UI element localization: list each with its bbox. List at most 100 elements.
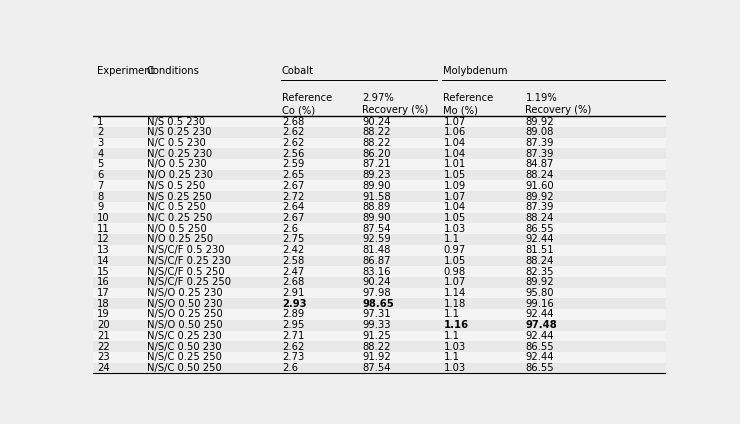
Text: N/S/O 0.25 230: N/S/O 0.25 230 — [147, 288, 223, 298]
Text: 2.89: 2.89 — [282, 310, 304, 320]
Text: 1.03: 1.03 — [443, 224, 465, 234]
Text: 1.05: 1.05 — [443, 256, 465, 266]
Text: 2.91: 2.91 — [282, 288, 304, 298]
Text: N/S/C/F 0.25 250: N/S/C/F 0.25 250 — [147, 277, 231, 287]
Text: 2: 2 — [97, 127, 104, 137]
Text: 2.56: 2.56 — [282, 149, 304, 159]
Text: Molybdenum: Molybdenum — [443, 66, 508, 75]
Text: 92.59: 92.59 — [362, 234, 391, 245]
Text: 1.04: 1.04 — [443, 149, 465, 159]
Text: N/S/C 0.50 230: N/S/C 0.50 230 — [147, 342, 221, 351]
Text: 88.22: 88.22 — [362, 138, 391, 148]
Text: 2.65: 2.65 — [282, 170, 304, 180]
Text: 89.08: 89.08 — [525, 127, 554, 137]
Text: 1.19%
Recovery (%): 1.19% Recovery (%) — [525, 93, 592, 115]
Text: 2.97%
Recovery (%): 2.97% Recovery (%) — [362, 93, 428, 115]
Text: 0.98: 0.98 — [443, 267, 465, 276]
Text: 92.44: 92.44 — [525, 331, 554, 341]
Text: 97.48: 97.48 — [525, 320, 557, 330]
Text: 92.44: 92.44 — [525, 234, 554, 245]
Text: 2.6: 2.6 — [282, 363, 297, 373]
Text: 1.07: 1.07 — [443, 277, 465, 287]
Text: N/O 0.5 230: N/O 0.5 230 — [147, 159, 206, 170]
Text: 84.87: 84.87 — [525, 159, 554, 170]
Text: 22: 22 — [97, 342, 110, 351]
Text: 2.95: 2.95 — [282, 320, 304, 330]
Text: 19: 19 — [97, 310, 110, 320]
Text: 1.09: 1.09 — [443, 181, 465, 191]
Text: 89.23: 89.23 — [362, 170, 391, 180]
Text: N/O 0.25 250: N/O 0.25 250 — [147, 234, 213, 245]
Text: 15: 15 — [97, 267, 110, 276]
Text: 2.59: 2.59 — [282, 159, 304, 170]
Text: 13: 13 — [97, 245, 110, 255]
Text: 2.62: 2.62 — [282, 138, 304, 148]
Text: N/S/C 0.25 250: N/S/C 0.25 250 — [147, 352, 222, 363]
Text: 11: 11 — [97, 224, 110, 234]
Text: 89.92: 89.92 — [525, 192, 554, 201]
Text: N/S/C 0.25 230: N/S/C 0.25 230 — [147, 331, 222, 341]
Text: 1.1: 1.1 — [443, 234, 460, 245]
Text: 1.01: 1.01 — [443, 159, 465, 170]
Bar — [92, 148, 666, 159]
Text: 95.80: 95.80 — [525, 288, 554, 298]
Text: 1.04: 1.04 — [443, 202, 465, 212]
Bar — [92, 363, 666, 374]
Text: 2.62: 2.62 — [282, 342, 304, 351]
Bar — [92, 309, 666, 320]
Text: 86.87: 86.87 — [362, 256, 391, 266]
Bar — [92, 202, 666, 213]
Text: 91.58: 91.58 — [362, 192, 391, 201]
Bar — [92, 277, 666, 288]
Text: 2.67: 2.67 — [282, 213, 304, 223]
Text: 1.04: 1.04 — [443, 138, 465, 148]
Text: 2.42: 2.42 — [282, 245, 304, 255]
Text: 10: 10 — [97, 213, 110, 223]
Text: 2.71: 2.71 — [282, 331, 304, 341]
Text: 88.22: 88.22 — [362, 342, 391, 351]
Text: N/S/C/F 0.5 250: N/S/C/F 0.5 250 — [147, 267, 225, 276]
Bar — [92, 51, 666, 97]
Text: 0.97: 0.97 — [443, 245, 465, 255]
Text: Reference
Co (%): Reference Co (%) — [282, 93, 332, 115]
Text: 2.47: 2.47 — [282, 267, 304, 276]
Text: 1: 1 — [97, 117, 104, 126]
Text: 6: 6 — [97, 170, 104, 180]
Text: N/C 0.25 250: N/C 0.25 250 — [147, 213, 212, 223]
Bar — [92, 159, 666, 170]
Text: N/S 0.5 230: N/S 0.5 230 — [147, 117, 205, 126]
Bar — [92, 341, 666, 352]
Text: 89.90: 89.90 — [362, 213, 391, 223]
Text: Experiment: Experiment — [97, 66, 155, 75]
Bar — [92, 245, 666, 256]
Text: N/S 0.5 250: N/S 0.5 250 — [147, 181, 205, 191]
Text: 99.33: 99.33 — [362, 320, 391, 330]
Text: 1.1: 1.1 — [443, 331, 460, 341]
Bar — [92, 191, 666, 202]
Text: 9: 9 — [97, 202, 104, 212]
Text: Cobalt: Cobalt — [282, 66, 314, 75]
Text: 88.24: 88.24 — [525, 170, 554, 180]
Text: 87.39: 87.39 — [525, 138, 554, 148]
Bar — [92, 298, 666, 309]
Text: 86.55: 86.55 — [525, 342, 554, 351]
Text: Reference
Mo (%): Reference Mo (%) — [443, 93, 494, 115]
Text: 88.22: 88.22 — [362, 127, 391, 137]
Text: 88.24: 88.24 — [525, 256, 554, 266]
Text: 5: 5 — [97, 159, 104, 170]
Text: 1.05: 1.05 — [443, 213, 465, 223]
Text: 83.16: 83.16 — [362, 267, 391, 276]
Text: 81.51: 81.51 — [525, 245, 554, 255]
Text: 7: 7 — [97, 181, 104, 191]
Text: 87.39: 87.39 — [525, 202, 554, 212]
Text: 1.18: 1.18 — [443, 299, 465, 309]
Bar — [92, 266, 666, 277]
Text: N/C 0.5 250: N/C 0.5 250 — [147, 202, 206, 212]
Bar — [92, 288, 666, 298]
Text: N/S 0.25 250: N/S 0.25 250 — [147, 192, 212, 201]
Text: 89.92: 89.92 — [525, 117, 554, 126]
Text: 18: 18 — [97, 299, 110, 309]
Text: 88.89: 88.89 — [362, 202, 391, 212]
Text: 1.05: 1.05 — [443, 170, 465, 180]
Text: 1.16: 1.16 — [443, 320, 468, 330]
